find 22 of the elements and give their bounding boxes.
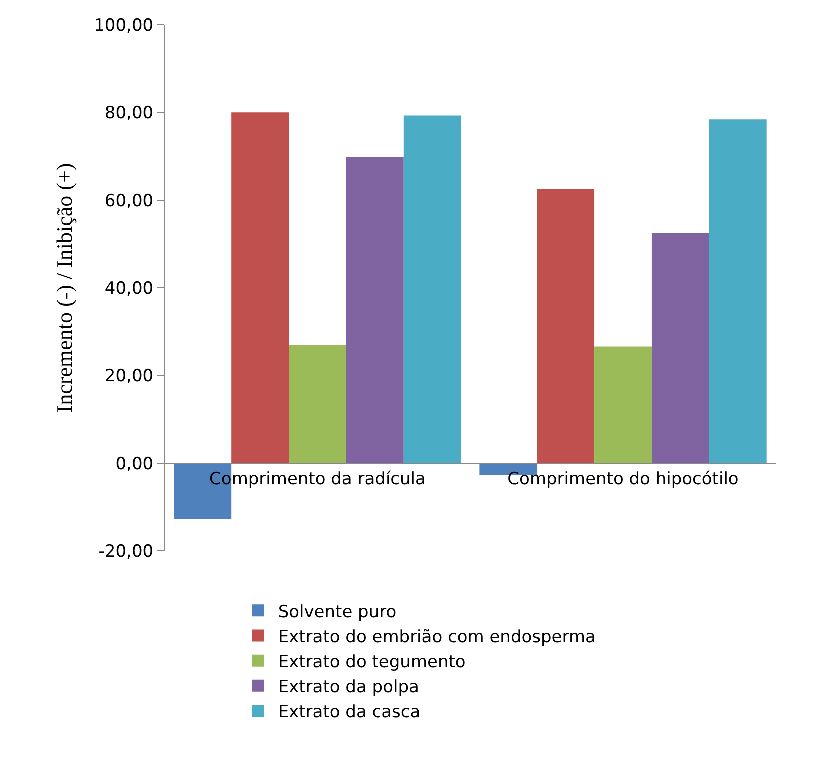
y-tick-label: -20,00 bbox=[98, 542, 154, 562]
bar bbox=[709, 120, 767, 464]
bar bbox=[404, 116, 462, 464]
legend-label: Extrato do embrião com endosperma bbox=[278, 627, 596, 648]
bar bbox=[289, 344, 346, 464]
legend-label: Extrato do tegumento bbox=[278, 652, 466, 672]
legend-label: Extrato da casca bbox=[278, 702, 421, 723]
legend-label: Extrato da polpa bbox=[278, 678, 420, 698]
y-tick-label: 0,00 bbox=[116, 454, 154, 474]
x-tick-label: Comprimento do hipocótilo bbox=[508, 470, 739, 490]
y-tick-label: 40,00 bbox=[104, 278, 154, 299]
bar bbox=[346, 157, 404, 464]
y-axis-title: Incremento (-) / Inibição (+) bbox=[52, 163, 77, 413]
y-tick-label: 100,00 bbox=[94, 16, 154, 36]
bar bbox=[594, 346, 652, 464]
y-tick-label: 80,00 bbox=[104, 104, 154, 124]
y-tick-label: 60,00 bbox=[104, 191, 154, 212]
legend-label: Solvente puro bbox=[278, 602, 397, 622]
bar bbox=[232, 112, 290, 464]
bar bbox=[537, 189, 595, 464]
bar bbox=[652, 233, 710, 464]
y-tick-label: 20,00 bbox=[104, 366, 154, 387]
